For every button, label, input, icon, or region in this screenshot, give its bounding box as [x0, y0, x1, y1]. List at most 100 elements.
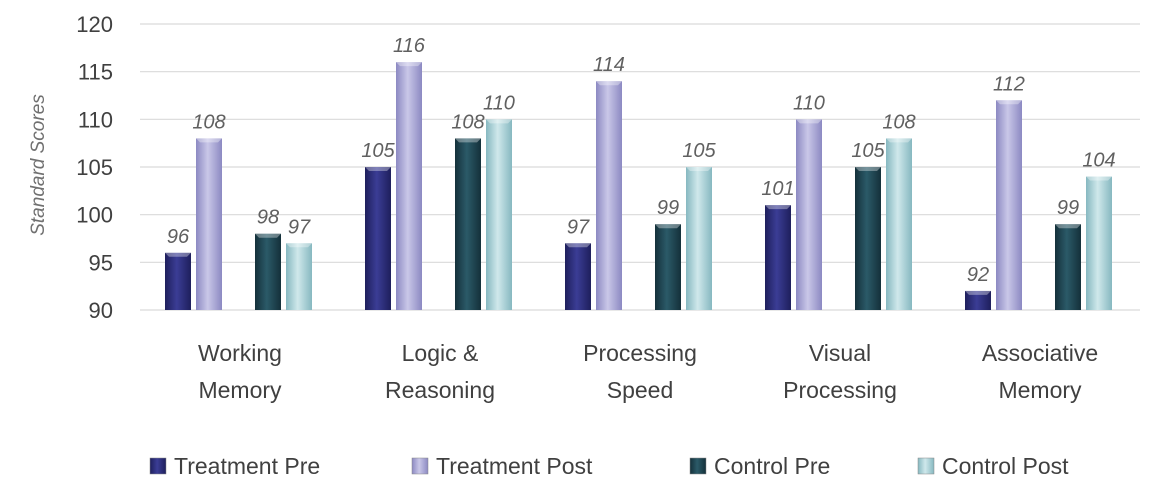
bar [1055, 224, 1081, 310]
bar-body [255, 233, 281, 310]
bar-body [965, 290, 991, 310]
bar-bevel [1055, 224, 1081, 229]
bars [165, 62, 1112, 311]
bar [655, 224, 681, 310]
bar [886, 138, 912, 310]
data-label: 108 [451, 111, 484, 133]
data-label: 98 [257, 207, 279, 229]
legend-label: Control Pre [714, 453, 830, 479]
data-label: 97 [288, 216, 311, 238]
bar [396, 62, 422, 311]
legend-swatch [411, 457, 429, 475]
bar [165, 252, 191, 310]
bar [765, 205, 791, 310]
bar-bevel [796, 119, 822, 124]
y-axis-ticks: 90 95 100 105 110 115 120 [76, 12, 113, 323]
bar-body [596, 81, 622, 310]
data-label: 97 [567, 216, 590, 238]
bar-body [365, 167, 391, 310]
bar-bevel [965, 290, 991, 295]
bar [686, 167, 712, 310]
bar-bevel [655, 224, 681, 229]
bar-body [455, 138, 481, 310]
data-label: 112 [993, 73, 1025, 95]
data-label: 105 [361, 140, 395, 162]
category-label: Associative [982, 340, 1098, 366]
bar-body [286, 243, 312, 310]
y-tick-label: 105 [76, 155, 113, 180]
category-label: Working [198, 340, 282, 366]
bar-body [1086, 176, 1112, 310]
bar [596, 81, 622, 310]
bar-bevel [596, 81, 622, 86]
bar-bevel [286, 243, 312, 248]
bar [796, 119, 822, 310]
bar-body [886, 138, 912, 310]
bar-body [565, 243, 591, 310]
bar-bevel [765, 205, 791, 210]
data-label: 116 [393, 35, 426, 57]
bar-body [686, 167, 712, 310]
data-label: 110 [793, 92, 825, 114]
data-labels: 96 105 97 101 92 108 116 114 110 112 98 108 99 105 99 9… [167, 35, 1116, 286]
bar [855, 167, 881, 310]
category-label: Logic & [402, 340, 479, 366]
bar [255, 233, 281, 310]
legend-label: Control Post [942, 453, 1069, 479]
bar [196, 138, 222, 310]
bar-body [165, 252, 191, 310]
legend-item: Treatment Pre [149, 453, 320, 479]
y-tick-label: 115 [78, 60, 113, 85]
bar-bevel [455, 138, 481, 143]
data-label: 104 [1082, 150, 1115, 172]
bar [996, 100, 1022, 311]
data-label: 99 [657, 197, 679, 219]
category-label: Visual [809, 340, 871, 366]
data-label: 114 [593, 54, 625, 76]
y-tick-label: 90 [89, 298, 113, 323]
y-tick-label: 100 [76, 203, 113, 228]
bar [286, 243, 312, 310]
data-label: 96 [167, 226, 190, 248]
category-label: Memory [998, 377, 1082, 403]
bar-body [486, 119, 512, 310]
data-label: 99 [1057, 197, 1079, 219]
legend-label: Treatment Pre [174, 453, 320, 479]
category-label: Processing [783, 377, 897, 403]
bar-bevel [165, 252, 191, 257]
legend-swatch [689, 457, 707, 475]
bar [486, 119, 512, 310]
y-axis-title: Standard Scores [28, 94, 49, 236]
bar-bevel [686, 167, 712, 171]
bar [455, 138, 481, 310]
legend-item: Control Pre [689, 453, 830, 479]
bar-body [396, 62, 422, 311]
data-label: 108 [882, 111, 915, 133]
bar-bevel [196, 138, 222, 143]
bar-body [996, 100, 1022, 311]
bar-bevel [486, 119, 512, 124]
data-label: 108 [192, 111, 225, 133]
data-label: 105 [851, 140, 885, 162]
bar-bevel [886, 138, 912, 143]
bar-bevel [365, 167, 391, 171]
bar [1086, 176, 1112, 310]
legend-item: Treatment Post [411, 453, 593, 479]
bar [965, 290, 991, 310]
legend-swatch [917, 457, 935, 475]
bar-body [196, 138, 222, 310]
bar-body [796, 119, 822, 310]
legend-label: Treatment Post [436, 453, 593, 479]
bar-bevel [996, 100, 1022, 105]
bar-bevel [1086, 176, 1112, 181]
category-label: Speed [607, 377, 674, 403]
bar-body [765, 205, 791, 310]
bar-bevel [565, 243, 591, 248]
x-axis-categories: Working Memory Logic & Reasoning Processing S… [198, 340, 1098, 403]
data-label: 92 [967, 264, 989, 286]
bar-body [655, 224, 681, 310]
legend: Treatment Pre Treatment Post Control Pre Co… [149, 453, 1069, 479]
y-tick-label: 95 [89, 250, 113, 275]
y-tick-label: 110 [78, 107, 113, 132]
